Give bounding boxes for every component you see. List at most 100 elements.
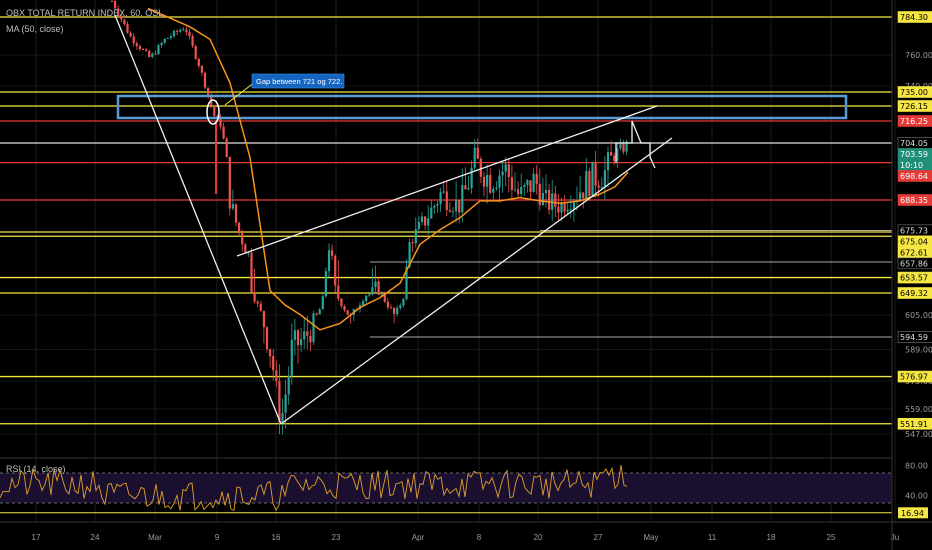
candle-body xyxy=(569,209,572,211)
candle-body xyxy=(470,167,473,189)
candle-body xyxy=(479,158,482,177)
candle-body xyxy=(188,32,191,37)
candle-body xyxy=(231,204,234,209)
price-tag-label: 688.35 xyxy=(900,196,928,205)
candle-body xyxy=(309,335,312,343)
price-tag xyxy=(897,257,932,270)
candle-body xyxy=(554,193,557,207)
candle-body xyxy=(439,192,442,205)
candle-body xyxy=(523,184,526,188)
candle-body xyxy=(331,250,334,256)
candle-body xyxy=(427,218,430,226)
price-tag-label: 551.91 xyxy=(900,420,928,429)
candle-body xyxy=(616,148,619,161)
x-tick-label: May xyxy=(643,533,658,542)
candle-body xyxy=(591,161,594,196)
candle-body xyxy=(538,183,541,205)
candle-body xyxy=(442,191,445,193)
candle-body xyxy=(138,46,141,50)
candle-body xyxy=(597,185,600,188)
candle-body xyxy=(219,116,222,127)
x-tick-label: Ju xyxy=(891,533,899,542)
price-tag xyxy=(897,115,932,127)
candle-body xyxy=(563,202,566,212)
candle-body xyxy=(272,356,275,371)
candle-body xyxy=(275,370,278,382)
candle-body xyxy=(476,147,479,159)
candle-body xyxy=(433,205,436,208)
candle-body xyxy=(458,200,461,213)
price-tag-label: 703.59 xyxy=(900,150,928,159)
candle-body xyxy=(110,0,114,2)
candle-body xyxy=(287,375,290,395)
candle-body xyxy=(334,255,337,286)
candle-body xyxy=(203,72,207,88)
candle-body xyxy=(414,229,417,244)
price-tag xyxy=(897,287,932,299)
price-tag xyxy=(897,331,932,343)
candle-body xyxy=(225,138,228,157)
candle-body xyxy=(362,301,365,306)
price-tag xyxy=(897,170,932,182)
candle-body xyxy=(548,189,551,210)
candle-body xyxy=(541,193,544,205)
price-tag xyxy=(897,194,932,206)
price-tag xyxy=(897,11,932,23)
candle-body xyxy=(585,171,588,199)
gap-box xyxy=(116,94,848,120)
price-tag-label: 10:10 xyxy=(900,161,923,170)
v-line-left xyxy=(114,14,282,425)
candle-body xyxy=(600,187,603,189)
candle-body xyxy=(613,155,616,161)
candle-body xyxy=(182,29,185,31)
candle-body xyxy=(290,339,293,376)
x-tick-label: 24 xyxy=(91,533,100,542)
price-tag-label: 576.97 xyxy=(900,373,928,382)
y-tick-label: 547.00 xyxy=(905,430,932,439)
price-tag-label: 784.30 xyxy=(900,13,928,22)
price-tag-label: 735.00 xyxy=(900,88,928,97)
candle-body xyxy=(408,242,411,267)
rsi-value-label: 16.94 xyxy=(901,509,924,518)
rsi-indicator-label: RSI (14, close) xyxy=(6,464,66,474)
annotation-box xyxy=(251,73,345,89)
x-tick-label: 18 xyxy=(767,533,776,542)
candle-body xyxy=(114,1,117,9)
candle-body xyxy=(207,87,210,95)
candle-body xyxy=(473,147,476,168)
candle-body xyxy=(455,200,458,212)
price-tag-label: 698.64 xyxy=(900,172,928,181)
wedge-lower-line xyxy=(280,137,673,425)
candle-body xyxy=(296,330,300,346)
price-tag-label: 672.61 xyxy=(900,248,928,257)
x-tick-label: 20 xyxy=(534,533,543,542)
candle-body xyxy=(424,216,427,226)
candle-body xyxy=(393,307,396,314)
price-tag xyxy=(897,370,932,383)
candle-body xyxy=(610,152,613,156)
candle-body xyxy=(253,291,256,302)
price-tag-label: 726.15 xyxy=(900,102,928,111)
candle-body xyxy=(430,207,433,219)
y-tick-label: 559.00 xyxy=(905,405,932,414)
candle-body xyxy=(234,204,238,223)
candle-body xyxy=(625,141,628,152)
candle-body xyxy=(340,298,343,307)
candle-body xyxy=(346,310,349,315)
candle-body xyxy=(166,37,169,39)
candle-body xyxy=(513,189,517,191)
price-tag xyxy=(897,271,932,284)
candle-body xyxy=(371,287,374,295)
candle-body xyxy=(619,142,622,149)
candle-body xyxy=(157,45,160,55)
candle-body xyxy=(303,331,306,340)
candle-body xyxy=(417,221,420,230)
candle-body xyxy=(176,30,179,32)
candle-body xyxy=(489,174,492,193)
candle-body xyxy=(368,294,371,296)
price-tag-label: 649.32 xyxy=(900,289,928,298)
y-tick-label: 760.00 xyxy=(905,51,932,60)
